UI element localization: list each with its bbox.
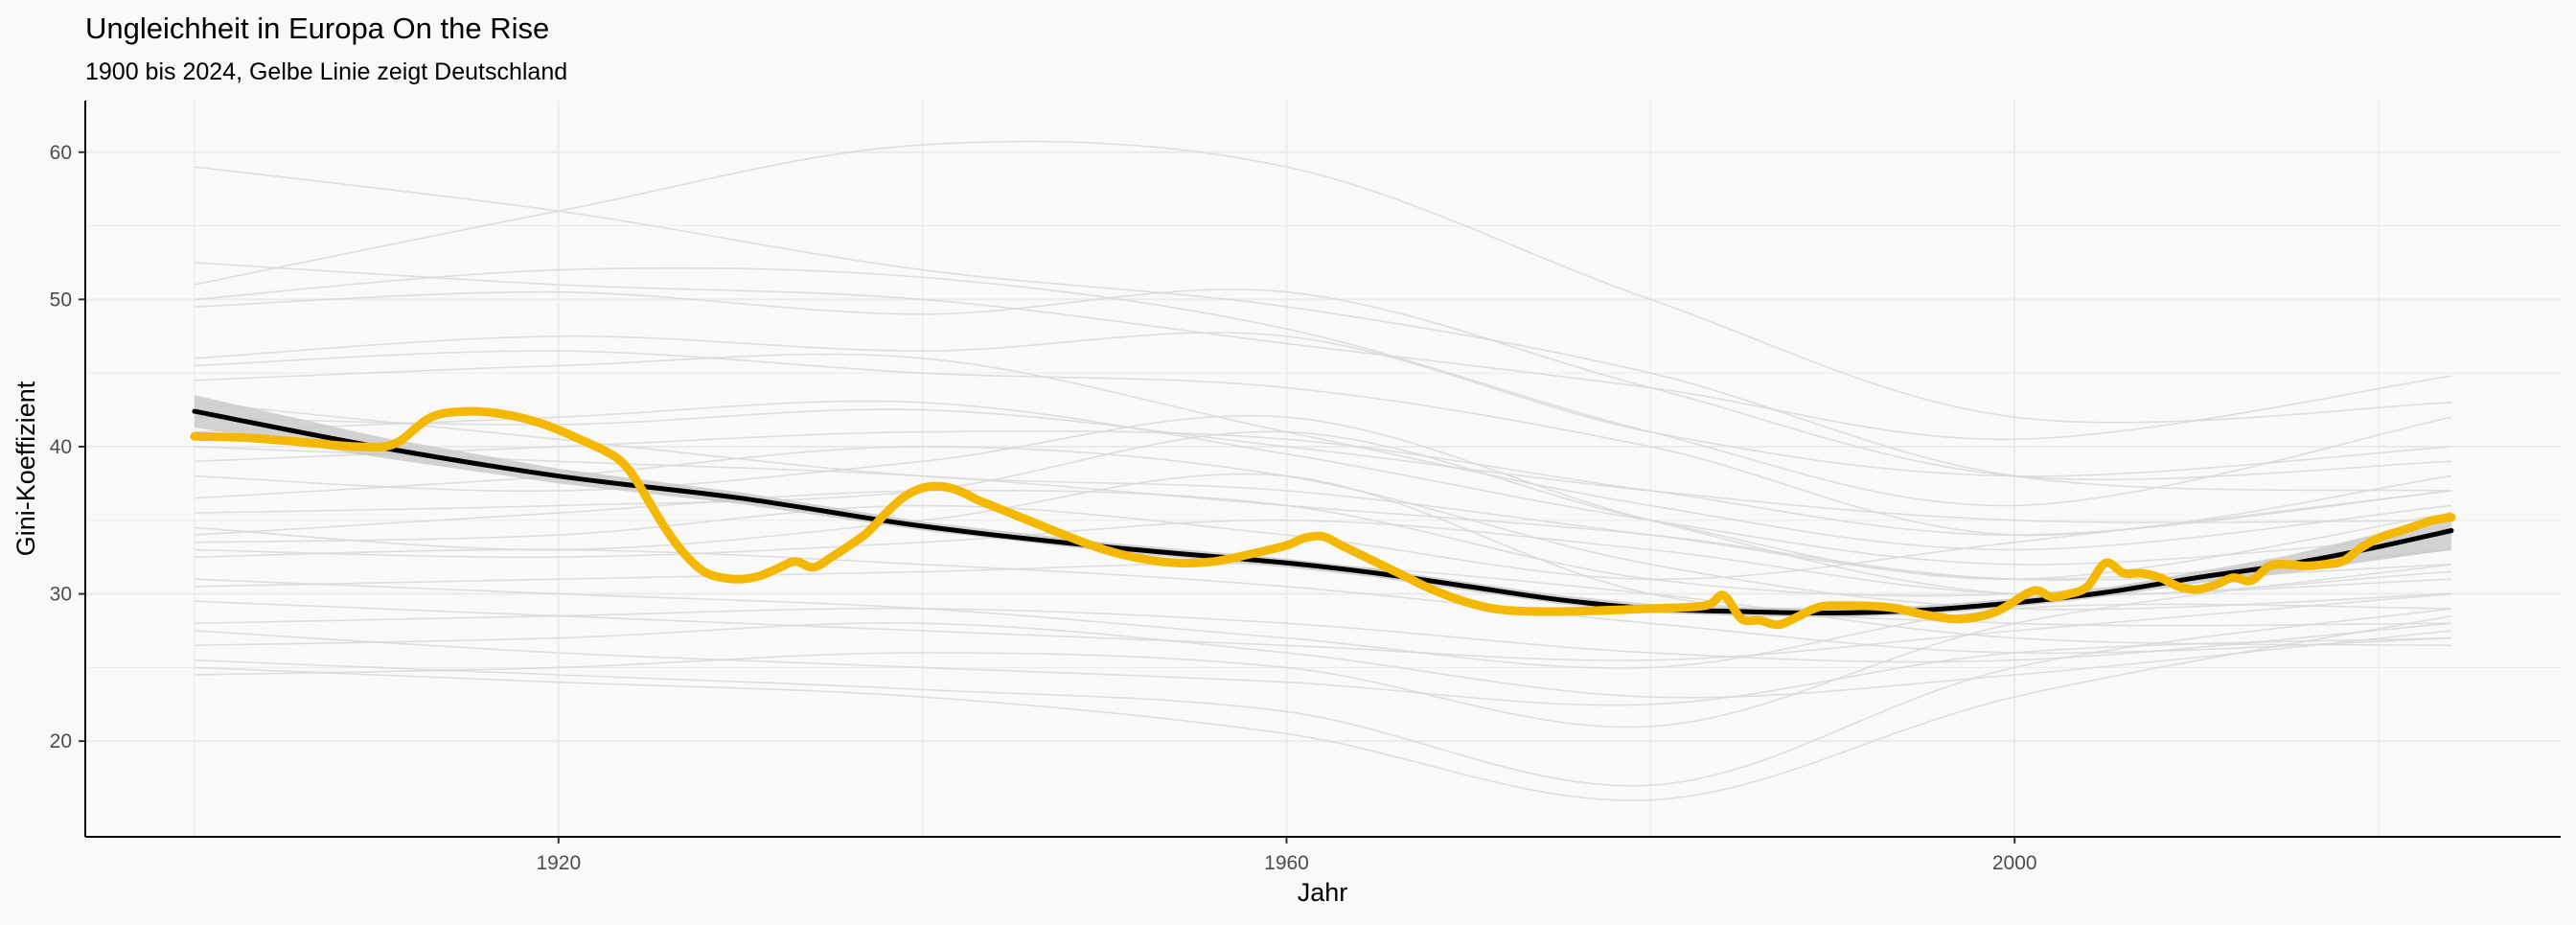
- country-line: [194, 429, 2452, 536]
- chart-subtitle: 1900 bis 2024, Gelbe Linie zeigt Deutsch…: [85, 58, 567, 85]
- trend-line-path: [192, 408, 2454, 616]
- country-line: [194, 490, 2452, 581]
- country-line: [194, 289, 2452, 481]
- germany-line-path: [190, 406, 2456, 630]
- y-tick-label: 20: [50, 730, 72, 752]
- tick-labels: 20 30 40 50 60 1920 1960 2000: [50, 142, 2037, 874]
- axes: [84, 101, 2561, 838]
- country-line: [194, 608, 2452, 787]
- x-tick-label: 1920: [536, 852, 581, 874]
- x-tick-label: 2000: [1992, 852, 2037, 874]
- y-tick-label: 40: [50, 436, 72, 458]
- country-line: [194, 332, 2452, 477]
- background-country-lines: [194, 140, 2452, 801]
- country-line: [194, 630, 2452, 706]
- country-line: [194, 430, 2452, 581]
- country-line: [194, 140, 2452, 424]
- country-line: [194, 262, 2452, 441]
- country-line: [194, 607, 2452, 663]
- y-tick-label: 50: [50, 289, 72, 311]
- country-line: [194, 564, 2452, 728]
- chart-title: Ungleichheit in Europa On the Rise: [85, 12, 549, 45]
- country-line: [194, 548, 2452, 655]
- germany-line: [190, 406, 2456, 630]
- trend-line: [192, 408, 2454, 616]
- country-line: [194, 408, 2452, 523]
- country-line: [194, 614, 2452, 801]
- country-line: [194, 400, 2452, 566]
- country-line: [194, 266, 2452, 507]
- country-line: [194, 622, 2452, 699]
- country-line: [194, 578, 2452, 669]
- y-tick-label: 30: [50, 584, 72, 606]
- y-axis-title: Gini-Koeffizient: [12, 381, 40, 556]
- x-axis-title: Jahr: [1298, 878, 1348, 907]
- y-tick-label: 60: [50, 142, 72, 164]
- x-tick-label: 1960: [1264, 852, 1309, 874]
